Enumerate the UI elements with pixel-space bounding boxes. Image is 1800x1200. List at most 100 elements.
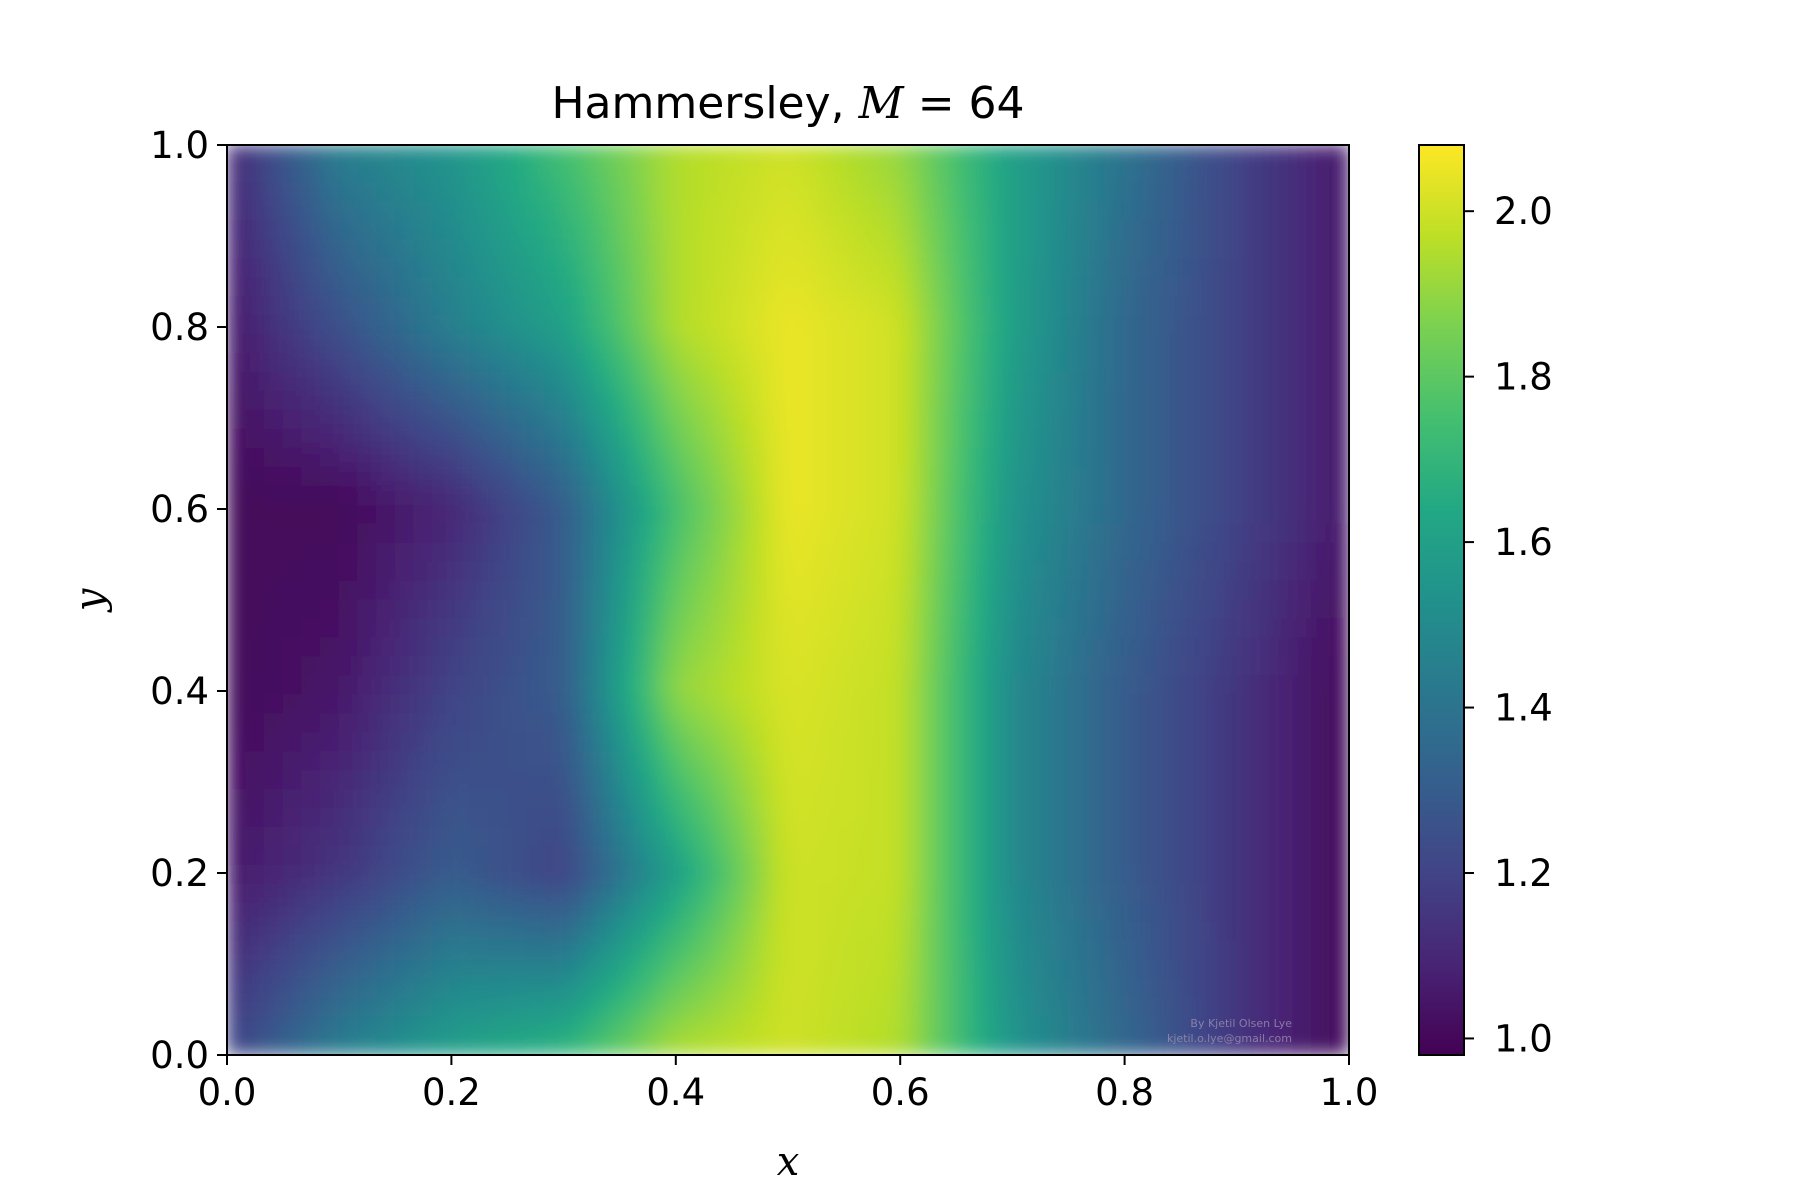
heatmap-cell bbox=[993, 447, 1013, 468]
heatmap-cell bbox=[1292, 315, 1313, 336]
heatmap-cell bbox=[432, 902, 452, 923]
heatmap-cell bbox=[376, 466, 396, 487]
heatmap-cell bbox=[357, 390, 378, 411]
heatmap-cell bbox=[918, 315, 939, 336]
heatmap-cell bbox=[600, 618, 621, 639]
heatmap-cell bbox=[694, 1016, 714, 1037]
heatmap-cell bbox=[1161, 732, 1182, 753]
heatmap-cell bbox=[862, 561, 882, 582]
heatmap-cell bbox=[320, 542, 340, 563]
heatmap-cell bbox=[227, 334, 247, 355]
heatmap-cell bbox=[227, 1016, 247, 1037]
heatmap-cell bbox=[637, 959, 658, 980]
heatmap-cell bbox=[301, 959, 321, 980]
heatmap-cell bbox=[993, 864, 1013, 885]
heatmap-cell bbox=[600, 656, 621, 677]
heatmap-cell bbox=[1161, 504, 1182, 525]
heatmap-cell bbox=[675, 921, 695, 942]
heatmap-cell bbox=[1086, 409, 1107, 430]
heatmap-cell bbox=[993, 296, 1013, 317]
heatmap-cell bbox=[750, 789, 770, 810]
heatmap-cell bbox=[282, 997, 303, 1018]
heatmap-cell bbox=[993, 770, 1013, 791]
heatmap-cell bbox=[376, 504, 396, 525]
heatmap-cell bbox=[1068, 618, 1088, 639]
heatmap-cell bbox=[806, 808, 826, 828]
heatmap-cell bbox=[881, 940, 901, 961]
heatmap-cell bbox=[338, 845, 359, 866]
heatmap-cell bbox=[1198, 390, 1219, 411]
heatmap-cell bbox=[507, 466, 527, 487]
heatmap-cell bbox=[974, 808, 995, 828]
heatmap-cell bbox=[1086, 315, 1107, 336]
heatmap-cell bbox=[1030, 808, 1051, 828]
heatmap-cell bbox=[881, 997, 901, 1018]
heatmap-cell bbox=[1198, 675, 1219, 696]
heatmap-cell bbox=[637, 732, 658, 753]
heatmap-cell bbox=[1161, 751, 1182, 772]
heatmap-cell bbox=[413, 353, 434, 373]
heatmap-cell bbox=[1292, 277, 1313, 298]
heatmap-cell bbox=[1124, 959, 1144, 980]
heatmap-cell bbox=[263, 694, 284, 715]
heatmap-cell bbox=[843, 145, 864, 165]
heatmap-cell bbox=[1161, 789, 1182, 810]
heatmap-cell bbox=[282, 921, 303, 942]
heatmap-cell bbox=[619, 675, 639, 696]
heatmap-cell bbox=[338, 770, 359, 791]
heatmap-cell bbox=[974, 637, 995, 658]
heatmap-cell bbox=[937, 296, 957, 317]
heatmap-cell bbox=[376, 353, 396, 373]
heatmap-cell bbox=[881, 220, 901, 241]
heatmap-cell bbox=[544, 921, 565, 942]
heatmap-cell bbox=[301, 334, 321, 355]
heatmap-cell bbox=[1030, 353, 1051, 373]
heatmap-cell bbox=[694, 428, 714, 449]
heatmap-cell bbox=[656, 296, 677, 317]
heatmap-cell bbox=[675, 447, 695, 468]
heatmap-cell bbox=[450, 637, 471, 658]
heatmap-cell bbox=[1124, 883, 1144, 904]
heatmap-cell bbox=[1049, 732, 1069, 753]
heatmap-cell bbox=[469, 239, 490, 260]
heatmap-cell bbox=[450, 845, 471, 866]
heatmap-cell bbox=[768, 390, 789, 411]
heatmap-cell bbox=[843, 182, 864, 203]
heatmap-cell bbox=[675, 220, 695, 241]
heatmap-cell bbox=[581, 637, 602, 658]
heatmap-cell bbox=[282, 770, 303, 791]
heatmap-cell bbox=[413, 694, 434, 715]
heatmap-cell bbox=[1180, 542, 1200, 563]
heatmap-cell bbox=[1049, 315, 1069, 336]
heatmap-cell bbox=[993, 277, 1013, 298]
heatmap-cell bbox=[881, 1035, 901, 1055]
heatmap-cell bbox=[282, 902, 303, 923]
heatmap-cell bbox=[750, 353, 770, 373]
heatmap-cell bbox=[824, 864, 845, 885]
heatmap-cell bbox=[974, 372, 995, 392]
heatmap-cell bbox=[488, 675, 508, 696]
heatmap-cell bbox=[563, 713, 583, 734]
heatmap-cell bbox=[263, 315, 284, 336]
heatmap-cell bbox=[469, 428, 490, 449]
heatmap-cell bbox=[338, 827, 359, 847]
heatmap-cell bbox=[581, 258, 602, 279]
heatmap-cell bbox=[768, 315, 789, 336]
heatmap-cell bbox=[1255, 770, 1275, 791]
heatmap-cell bbox=[824, 883, 845, 904]
heatmap-cell bbox=[1217, 675, 1238, 696]
heatmap-cell bbox=[862, 1035, 882, 1055]
heatmap-cell bbox=[1329, 428, 1349, 449]
heatmap-cell bbox=[376, 1035, 396, 1055]
heatmap-cell bbox=[282, 258, 303, 279]
heatmap-cell bbox=[862, 353, 882, 373]
heatmap-cell bbox=[1292, 827, 1313, 847]
heatmap-cell bbox=[507, 447, 527, 468]
heatmap-cell bbox=[432, 656, 452, 677]
heatmap-cell bbox=[563, 637, 583, 658]
heatmap-cell bbox=[1142, 390, 1163, 411]
heatmap-cell bbox=[1198, 485, 1219, 506]
heatmap-cell bbox=[1124, 827, 1144, 847]
heatmap-cell bbox=[750, 466, 770, 487]
heatmap-cell bbox=[563, 902, 583, 923]
